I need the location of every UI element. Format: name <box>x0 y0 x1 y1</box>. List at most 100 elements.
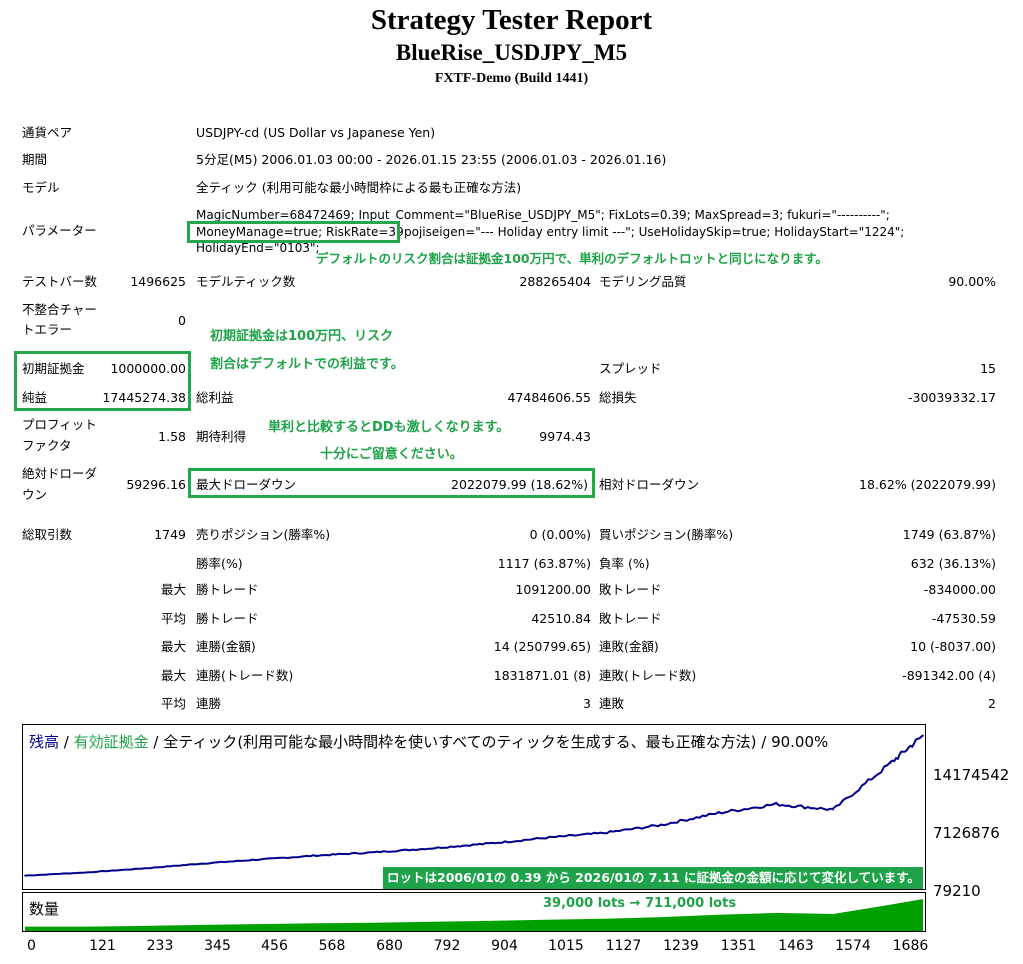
report-title: Strategy Tester Report <box>370 4 653 36</box>
x-tick-label: 456 <box>261 938 288 954</box>
gross-profit-value: 47484606.55 <box>507 390 591 405</box>
volume-note: 39,000 lots → 711,000 lots <box>543 896 737 911</box>
long-label: 買いポジション(勝率%) <box>599 527 734 542</box>
gross-loss-value: -30039332.17 <box>907 390 996 405</box>
avg-win-value: 42510.84 <box>531 611 591 626</box>
bars-value: 1496625 <box>130 274 186 289</box>
pair-label: 通貨ペア <box>22 125 73 140</box>
params-highlight-box <box>187 221 400 243</box>
avg-consec-losses-value: 2 <box>988 696 996 711</box>
volume-label: 数量 <box>29 900 60 918</box>
server-build: FXTF-Demo (Build 1441) <box>434 71 589 86</box>
winrate-value: 1117 (63.87%) <box>497 556 591 571</box>
avg-consec-losses-label: 連敗 <box>599 696 625 711</box>
params-line2: pojiseigen="--- Holiday entry limit ---"… <box>404 225 905 239</box>
deposit-note-2: 割合はデフォルトでの利益です。 <box>210 357 404 372</box>
y-tick-mid: 7126876 <box>933 824 1000 842</box>
x-tick-label: 680 <box>376 938 403 954</box>
balance-point <box>258 858 260 861</box>
largest-win-value: 1091200.00 <box>515 582 591 597</box>
x-tick-label: 1351 <box>720 938 757 954</box>
largest-loss-label: 敗トレード <box>599 582 662 597</box>
rel-dd-value: 18.62% (2022079.99) <box>859 477 996 492</box>
x-tick-label: 1686 <box>892 938 929 954</box>
chart-legend: 残高 / 有効証拠金 / 全ティック(利用可能な最小時間枠を使いすべてのティック… <box>29 731 828 752</box>
net-value: 17445274.38 <box>102 390 186 405</box>
x-tick-label: 121 <box>89 938 116 954</box>
expected-label: 期待利得 <box>196 429 247 444</box>
legend-rest: / 全ティック(利用可能な最小時間枠を使いすべてのティックを生成する、最も正確な… <box>148 733 829 751</box>
period-label: 期間 <box>22 152 48 167</box>
max1-label: 最大 <box>160 639 186 654</box>
consec-losses-money-label: 連敗(金額) <box>599 639 659 654</box>
legend-balance: 残高 <box>29 733 60 751</box>
balance-point <box>315 854 318 857</box>
spread-label: スプレッド <box>599 361 662 376</box>
deposit-net-highlight-box <box>14 351 191 411</box>
volume-area <box>25 899 923 931</box>
winrate-label: 勝率(%) <box>196 556 243 571</box>
avg-consec-wins-value: 3 <box>583 696 591 711</box>
params-label: パラメーター <box>22 223 97 238</box>
mismatch-label-1: 不整合チャー <box>22 302 97 317</box>
ticks-value: 288265404 <box>519 274 591 289</box>
x-tick-label: 792 <box>433 938 461 954</box>
balance-point <box>373 851 375 854</box>
x-tick-label: 1015 <box>548 938 584 954</box>
consec-wins-money-label: 連勝(金額) <box>196 639 256 654</box>
trades-value: 1749 <box>154 527 186 542</box>
balance-point <box>545 837 547 839</box>
balance-point <box>602 832 605 834</box>
model-value: 全ティック (利用可能な最小時間枠による最も正確な方法) <box>196 180 522 195</box>
max-dd-value: 2022079.99 (18.62%) <box>451 477 588 492</box>
x-tick-label: 904 <box>491 938 518 954</box>
trades-label: 総取引数 <box>22 527 73 542</box>
consec-profit-value: 1831871.01 (8) <box>493 668 591 683</box>
pf-label-2: ファクタ <box>22 438 72 453</box>
balance-chart: 残高 / 有効証拠金 / 全ティック(利用可能な最小時間枠を使いすべてのティック… <box>22 724 926 890</box>
x-tick-label: 345 <box>204 938 231 954</box>
mismatch-label-2: トエラー <box>22 322 73 337</box>
legend-sep: / <box>59 733 74 751</box>
mismatch-value: 0 <box>178 313 186 328</box>
y-tick-top: 14174542 <box>933 766 1010 784</box>
deposit-value: 1000000.00 <box>110 361 186 376</box>
params-highlight: MoneyManage=true; RiskRate=39 <box>196 225 404 239</box>
lot-note-bg <box>383 867 923 889</box>
pf-value: 1.58 <box>158 429 186 444</box>
short-value: 0 (0.00%) <box>529 527 591 542</box>
bars-label: テストバー数 <box>22 274 98 289</box>
x-tick-label: 1574 <box>835 938 871 954</box>
max-dd-label: 最大ドローダウン <box>196 477 297 492</box>
volume-chart-svg <box>25 899 923 931</box>
x-tick-label: 1463 <box>778 938 814 954</box>
avg2-label: 平均 <box>160 696 186 711</box>
balance-point <box>922 734 924 737</box>
params-line1: MagicNumber=68472469; Input_Comment="Blu… <box>196 208 890 222</box>
dd-note-1: 単利と比較するとDDも激しくなります。 <box>268 420 510 435</box>
x-tick-label: 1239 <box>663 938 699 954</box>
pair-value: USDJPY-cd (US Dollar vs Japanese Yen) <box>196 125 436 140</box>
balance-point <box>717 812 720 814</box>
y-tick-bottom: 79210 <box>933 882 981 900</box>
consec-losses-money-value: 10 (-8037.00) <box>910 639 996 654</box>
dd-note-2: 十分にご留意ください。 <box>320 447 463 462</box>
risk-note: デフォルトのリスク割合は証拠金100万円で、単利のデフォルトロットと同じになりま… <box>316 251 828 266</box>
largest-loss-value: -834000.00 <box>923 582 996 597</box>
ea-symbol-title: BlueRise_USDJPY_M5 <box>395 40 628 65</box>
balance-point <box>775 803 777 805</box>
deposit-note-1: 初期証拠金は100万円、リスク <box>210 329 394 344</box>
model-label: モデル <box>22 180 60 195</box>
balance-point <box>24 874 26 877</box>
largest-win-label: 勝トレード <box>196 582 259 597</box>
balance-point <box>201 862 203 865</box>
balance-point <box>143 867 146 870</box>
abs-dd-value: 59296.16 <box>126 477 186 492</box>
x-tick-label: 568 <box>318 938 346 954</box>
consec-profit-label: 連勝(トレード数) <box>196 668 294 683</box>
abs-dd-label-2: ウン <box>22 487 48 502</box>
rel-dd-label: 相対ドローダウン <box>599 477 700 492</box>
balance-point <box>86 871 88 874</box>
x-tick-label: 1127 <box>605 938 642 954</box>
period-value: 5分足(M5) 2006.01.03 00:00 - 2026.01.15 23… <box>196 152 667 167</box>
